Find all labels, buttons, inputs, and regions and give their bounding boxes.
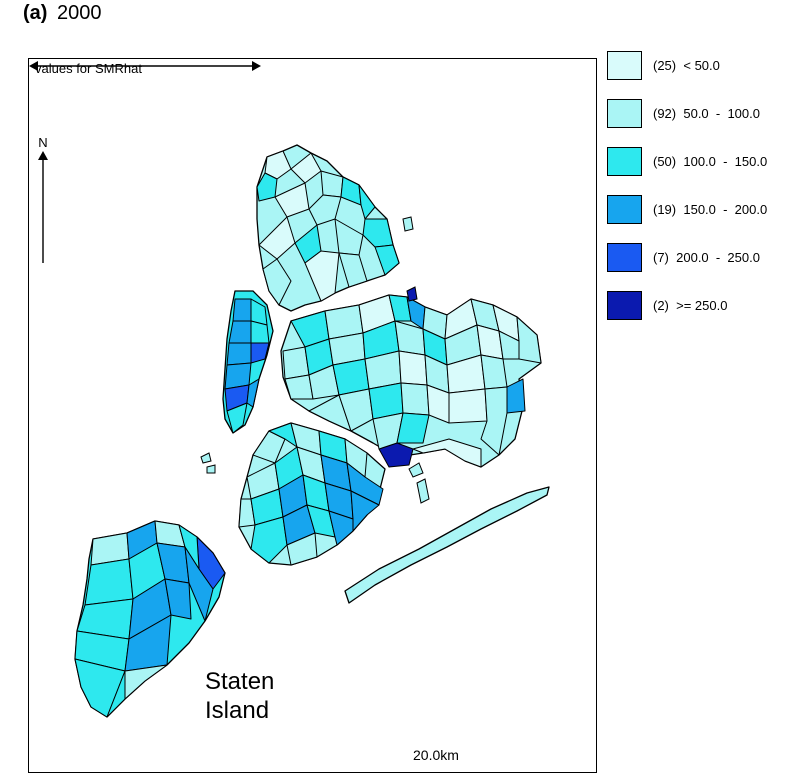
legend-label: (2) >= 250.0 (653, 298, 728, 313)
panel-letter: (a) (23, 2, 48, 24)
legend-item: (92) 50.0 - 100.0 (607, 99, 807, 147)
staten-island-label: Staten Island (205, 668, 275, 724)
legend-item: (2) >= 250.0 (607, 291, 807, 339)
map-frame: values for SMRhat N Staten Island 20.0km (28, 58, 597, 773)
legend-swatch (607, 243, 642, 272)
legend-label: (19) 150.0 - 200.0 (653, 202, 768, 217)
north-label: N (38, 135, 48, 150)
scale-bar (29, 61, 261, 71)
region-rockaway (344, 486, 550, 604)
legend-label: (92) 50.0 - 100.0 (653, 106, 760, 121)
legend-label: (25) < 50.0 (653, 58, 720, 73)
legend-swatch (607, 51, 642, 80)
figure-panel-label: (a) 2000 (23, 2, 102, 25)
legend-item: (25) < 50.0 (607, 51, 807, 99)
legend-label: (50) 100.0 - 150.0 (653, 154, 768, 169)
legend-swatch (607, 195, 642, 224)
choropleth-map (74, 144, 550, 718)
legend-swatch (607, 291, 642, 320)
scale-label: 20.0km (413, 747, 459, 763)
legend-item: (7) 200.0 - 250.0 (607, 243, 807, 291)
legend-swatch (607, 99, 642, 128)
legend-swatch (607, 147, 642, 176)
north-arrow: N (33, 135, 53, 267)
legend-item: (19) 150.0 - 200.0 (607, 195, 807, 243)
map-caption: values for SMRhat (35, 61, 142, 76)
legend-label: (7) 200.0 - 250.0 (653, 250, 760, 265)
legend-item: (50) 100.0 - 150.0 (607, 147, 807, 195)
panel-year: 2000 (57, 2, 102, 24)
map-legend: (25) < 50.0 (92) 50.0 - 100.0 (50) 100.0… (607, 51, 807, 339)
north-arrow-icon (38, 151, 48, 263)
